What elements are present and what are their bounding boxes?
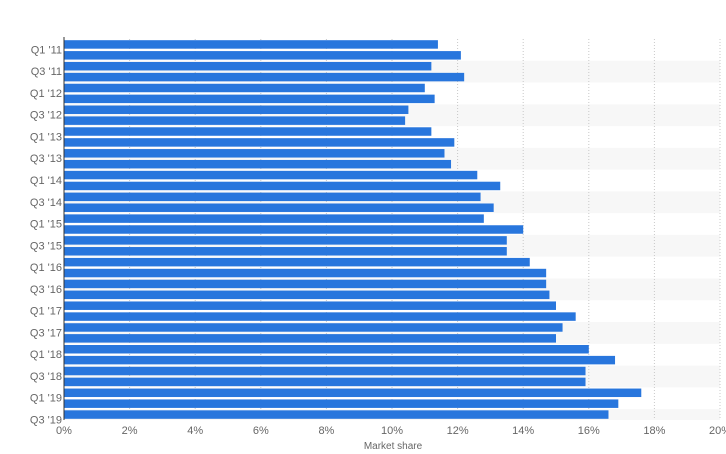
bar[interactable]	[64, 399, 619, 408]
x-tick-label: 12%	[447, 425, 469, 437]
bar[interactable]	[64, 355, 616, 365]
bar[interactable]	[64, 203, 494, 212]
x-tick-label: 0%	[56, 425, 72, 437]
bar[interactable]	[64, 40, 438, 49]
y-tick-label: Q1 '13	[30, 131, 62, 143]
bar[interactable]	[64, 138, 455, 147]
bar[interactable]	[64, 105, 409, 115]
bar[interactable]	[64, 410, 609, 419]
y-tick-label: Q3 '11	[31, 66, 62, 78]
x-tick-label: 14%	[512, 425, 534, 437]
y-tick-label: Q1 '17	[30, 306, 62, 318]
x-tick-label: 6%	[253, 425, 269, 437]
bar[interactable]	[64, 377, 586, 387]
bar[interactable]	[64, 312, 576, 321]
x-tick-label: 18%	[643, 425, 665, 437]
x-axis-title: Market share	[364, 441, 423, 452]
bar[interactable]	[64, 51, 461, 60]
y-tick-label: Q1 '12	[30, 88, 62, 100]
bar[interactable]	[64, 181, 501, 191]
bar[interactable]	[64, 247, 507, 256]
bar[interactable]	[64, 236, 507, 245]
y-tick-label: Q1 '15	[30, 219, 62, 231]
bar-series	[64, 40, 642, 419]
y-tick-label: Q3 '15	[30, 240, 62, 252]
bar[interactable]	[64, 159, 452, 169]
bar[interactable]	[64, 192, 481, 202]
bar[interactable]	[64, 214, 484, 223]
y-tick-label: Q3 '17	[30, 327, 62, 339]
y-tick-label: Q3 '16	[30, 284, 62, 296]
bar[interactable]	[64, 170, 478, 180]
bar[interactable]	[64, 94, 435, 104]
y-tick-label: Q1 '18	[30, 349, 62, 361]
bar[interactable]	[64, 323, 563, 332]
x-tick-label: 16%	[578, 425, 600, 437]
y-tick-label: Q3 '12	[30, 110, 62, 122]
bar[interactable]	[64, 268, 547, 278]
x-tick-label: 2%	[122, 425, 138, 437]
y-tick-label: Q1 '14	[30, 175, 62, 187]
bar[interactable]	[64, 225, 524, 234]
bar[interactable]	[64, 290, 550, 300]
bar[interactable]	[64, 116, 406, 125]
y-tick-label: Q3 '14	[30, 197, 62, 209]
y-tick-label: Q3 '19	[30, 415, 62, 427]
bar[interactable]	[64, 257, 530, 267]
y-tick-label: Q3 '18	[30, 371, 62, 383]
bar[interactable]	[64, 83, 425, 93]
bar[interactable]	[64, 149, 445, 158]
bar[interactable]	[64, 344, 589, 354]
bar[interactable]	[64, 127, 432, 136]
x-tick-label: 20%	[709, 425, 726, 437]
bar[interactable]	[64, 279, 547, 289]
y-tick-label: Q1 '16	[30, 262, 62, 274]
y-tick-label: Q1 '19	[30, 393, 62, 405]
y-axis-tick-labels: Q1 '11 Q3 '11 Q1 '12 Q3 '12 Q1 '13 Q3 '13 Q1 '…	[30, 44, 62, 426]
bar[interactable]	[64, 388, 642, 398]
x-tick-label: 10%	[381, 425, 403, 437]
bar[interactable]	[64, 61, 432, 71]
y-tick-label: Q3 '13	[30, 153, 62, 165]
bar[interactable]	[64, 301, 556, 310]
x-tick-label: 8%	[318, 425, 334, 437]
bar[interactable]	[64, 366, 586, 376]
bar[interactable]	[64, 334, 556, 343]
x-tick-label: 4%	[187, 425, 203, 437]
bar[interactable]	[64, 72, 465, 82]
x-axis-tick-labels: 0% 2% 4% 6% 8% 10% 12% 14% 16% 18% 20%	[56, 425, 726, 437]
y-tick-label: Q1 '11	[31, 44, 62, 56]
